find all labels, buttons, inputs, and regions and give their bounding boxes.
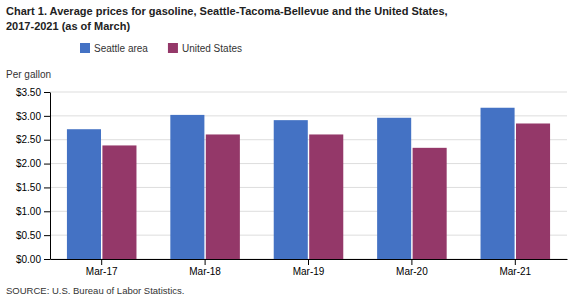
y-tick: $3.50	[16, 87, 50, 98]
y-tick-label: $2.50	[16, 134, 41, 145]
bar-series	[102, 123, 550, 259]
x-tick: Mar-17	[86, 259, 118, 277]
bar	[206, 134, 240, 259]
bar	[516, 123, 550, 259]
bars	[67, 108, 550, 259]
grid-line	[50, 92, 567, 93]
x-tick-mark	[205, 259, 206, 265]
bar	[274, 120, 308, 259]
x-tick: Mar-19	[293, 259, 325, 277]
y-tick-label: $0.50	[16, 230, 41, 241]
x-tick-mark	[411, 259, 412, 265]
x-tick-label: Mar-21	[499, 266, 531, 277]
y-tick: $2.00	[16, 158, 50, 169]
legend-label: United States	[182, 43, 242, 54]
y-tick-mark	[44, 235, 50, 236]
y-axis: $0.00 $0.50 $1.00 $1.50 $2.00 $2.50 $3.00 $3.50	[16, 87, 51, 265]
y-tick-mark	[44, 140, 50, 141]
legend-swatch	[168, 43, 178, 53]
y-tick-mark	[44, 259, 50, 260]
chart: Chart 1. Average prices for gasoline, Se…	[0, 0, 579, 299]
grid	[50, 92, 567, 259]
bar	[481, 108, 515, 259]
legend: Seattle area United States	[80, 43, 242, 54]
y-tick: $3.00	[16, 111, 50, 122]
x-tick-label: Mar-18	[189, 266, 221, 277]
y-tick: $0.50	[16, 230, 50, 241]
title: Chart 1. Average prices for gasoline, Se…	[6, 5, 448, 17]
y-tick: $1.50	[16, 182, 50, 193]
x-tick: Mar-21	[499, 259, 531, 277]
y-tick-label: $0.00	[16, 254, 41, 265]
y-tick-mark	[44, 187, 50, 188]
y-tick-mark	[44, 211, 50, 212]
y-axis-line	[50, 93, 51, 260]
y-tick-label: $2.00	[16, 158, 41, 169]
legend-item: United States	[168, 43, 242, 54]
bar	[102, 145, 136, 259]
annotation: SOURCE: U.S. Bureau of Labor Statistics.	[6, 285, 184, 296]
y-tick: $0.00	[16, 254, 50, 265]
y-tick-mark	[44, 164, 50, 165]
y-axis-label: Per gallon	[6, 69, 51, 80]
y-tick-label: $3.50	[16, 87, 41, 98]
bar-series	[67, 108, 515, 259]
bar	[377, 118, 411, 259]
legend-item: Seattle area	[80, 43, 148, 54]
bar	[170, 115, 204, 259]
y-tick: $1.00	[16, 206, 50, 217]
y-tick: $2.50	[16, 134, 50, 145]
bar	[67, 129, 101, 259]
x-tick-mark	[101, 259, 102, 265]
y-tick-label: $1.00	[16, 206, 41, 217]
plot: $0.00 $0.50 $1.00 $1.50 $2.00 $2.50 $3.00 $3.50…	[16, 87, 568, 277]
bar	[309, 134, 343, 259]
y-tick-label: $3.00	[16, 111, 41, 122]
x-tick-label: Mar-17	[86, 266, 118, 277]
x-tick-mark	[515, 259, 516, 265]
bar	[413, 148, 447, 259]
y-tick-mark	[44, 116, 50, 117]
x-tick-label: Mar-20	[396, 266, 428, 277]
x-tick-mark	[308, 259, 309, 265]
y-tick-label: $1.50	[16, 182, 41, 193]
legend-label: Seattle area	[94, 43, 148, 54]
x-tick-label: Mar-19	[293, 266, 325, 277]
y-tick-mark	[44, 92, 50, 93]
x-tick: Mar-18	[189, 259, 221, 277]
x-tick: Mar-20	[396, 259, 428, 277]
x-axis: Mar-17 Mar-18 Mar-19 Mar-20 Mar-21	[51, 259, 568, 277]
subtitle: 2017-2021 (as of March)	[6, 20, 130, 32]
legend-swatch	[80, 43, 90, 53]
